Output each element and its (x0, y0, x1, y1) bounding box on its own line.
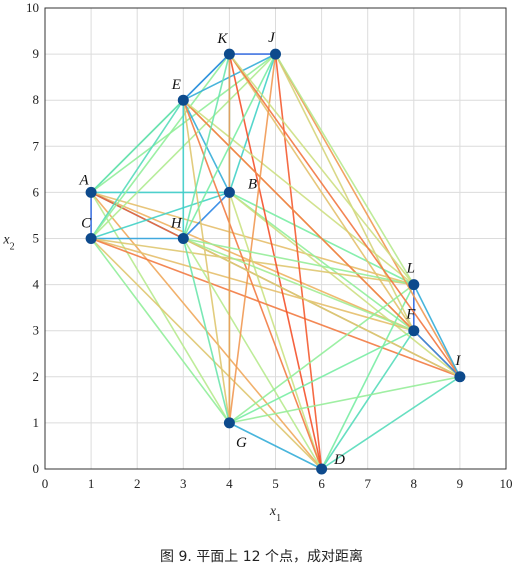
y-axis-label: x2 (2, 233, 14, 253)
y-tick-label: 3 (33, 323, 40, 338)
y-tick-label: 4 (33, 277, 40, 292)
edge-I-L (413, 284, 461, 378)
x-axis-label: x1 (269, 504, 281, 524)
point-label-H: H (170, 216, 183, 232)
edge-C-E (90, 99, 184, 239)
x-tick-label: 0 (42, 476, 49, 491)
edge-B-I (228, 191, 461, 378)
point-label-C: C (81, 216, 92, 232)
y-tick-label: 6 (33, 184, 40, 199)
point-label-D: D (333, 452, 345, 468)
edge-D-H (182, 238, 323, 470)
edge-G-L (228, 283, 415, 424)
x-tick-label: 2 (134, 476, 141, 491)
edge-F-J (274, 53, 415, 332)
point-J (270, 48, 281, 60)
point-I (454, 371, 466, 383)
edge-C-D (90, 237, 323, 470)
edge-D-G (229, 422, 322, 470)
x-tick-label: 4 (226, 476, 233, 491)
point-G (223, 417, 235, 429)
edge-F-K (228, 53, 415, 332)
axes-frame (44, 7, 507, 470)
edge-D-K (228, 53, 323, 470)
edge-H-L (183, 237, 414, 286)
x-tick-label: 8 (411, 476, 418, 491)
edge-B-H (182, 191, 230, 240)
point-label-L: L (406, 261, 415, 277)
x-tick-label: 9 (457, 476, 464, 491)
x-tick-labels: 0 1 2 3 4 5 6 7 8 9 10 (42, 476, 513, 491)
edge-D-E (182, 99, 323, 470)
y-tick-label: 2 (33, 369, 40, 384)
point-D (316, 463, 328, 475)
y-tick-label: 8 (33, 92, 40, 107)
point-E (177, 94, 189, 106)
edge-F-G (229, 329, 415, 424)
x-tick-label: 6 (318, 476, 325, 491)
edge-H-K (182, 53, 231, 239)
y-tick-label: 5 (33, 231, 40, 246)
edge-J-L (274, 53, 415, 286)
edge-D-I (321, 376, 461, 470)
x-tick-label: 10 (500, 476, 513, 491)
edge-B-J (228, 53, 277, 193)
edge-F-I (413, 330, 461, 378)
point-labels: A B C D E F G H I J K L (79, 30, 462, 468)
edge-B-C (90, 191, 230, 240)
edge-C-K (90, 53, 231, 239)
edge-G-I (229, 376, 461, 424)
point-label-A: A (79, 172, 90, 188)
edge-E-G (182, 100, 231, 424)
point-A (85, 186, 97, 198)
point-label-K: K (216, 31, 228, 47)
point-label-E: E (171, 77, 181, 93)
plot-frame (44, 7, 507, 470)
x-tick-label: 1 (88, 476, 95, 491)
y-tick-label: 9 (33, 46, 40, 61)
x-tick-label: 5 (272, 476, 279, 491)
y-tick-labels: 0 1 2 3 4 5 6 7 8 9 10 (26, 0, 40, 476)
edge-I-K (228, 53, 461, 378)
edge-G-J (228, 54, 277, 423)
y-tick-label: 0 (33, 461, 40, 476)
y-tick-label: 1 (33, 415, 40, 430)
point-label-F: F (405, 307, 416, 323)
edge-K-L (228, 53, 415, 286)
point-F (408, 325, 420, 337)
edge-C-G (90, 238, 231, 424)
point-label-G: G (236, 435, 247, 451)
points-layer (85, 48, 466, 475)
edge-E-K (182, 53, 230, 101)
point-label-B: B (248, 176, 257, 192)
edge-H-I (182, 237, 461, 378)
point-label-J: J (268, 30, 276, 46)
y-tick-label: 10 (26, 0, 39, 15)
edge-H-J (182, 53, 277, 239)
edge-F-H (183, 237, 415, 332)
point-label-I: I (454, 353, 461, 369)
y-tick-label: 7 (33, 138, 40, 153)
edge-B-D (228, 192, 323, 470)
edge-G-H (182, 238, 231, 424)
point-K (223, 48, 235, 60)
pairwise-edges (90, 53, 461, 470)
edge-I-J (274, 53, 461, 378)
x-tick-label: 7 (364, 476, 371, 491)
point-C (85, 233, 97, 244)
point-L (408, 279, 420, 291)
point-B (223, 186, 235, 198)
x-tick-label: 3 (180, 476, 187, 491)
point-H (177, 233, 189, 244)
edge-D-F (320, 330, 415, 470)
figure-caption: 图 9. 平面上 12 个点，成对距离 (160, 549, 363, 565)
